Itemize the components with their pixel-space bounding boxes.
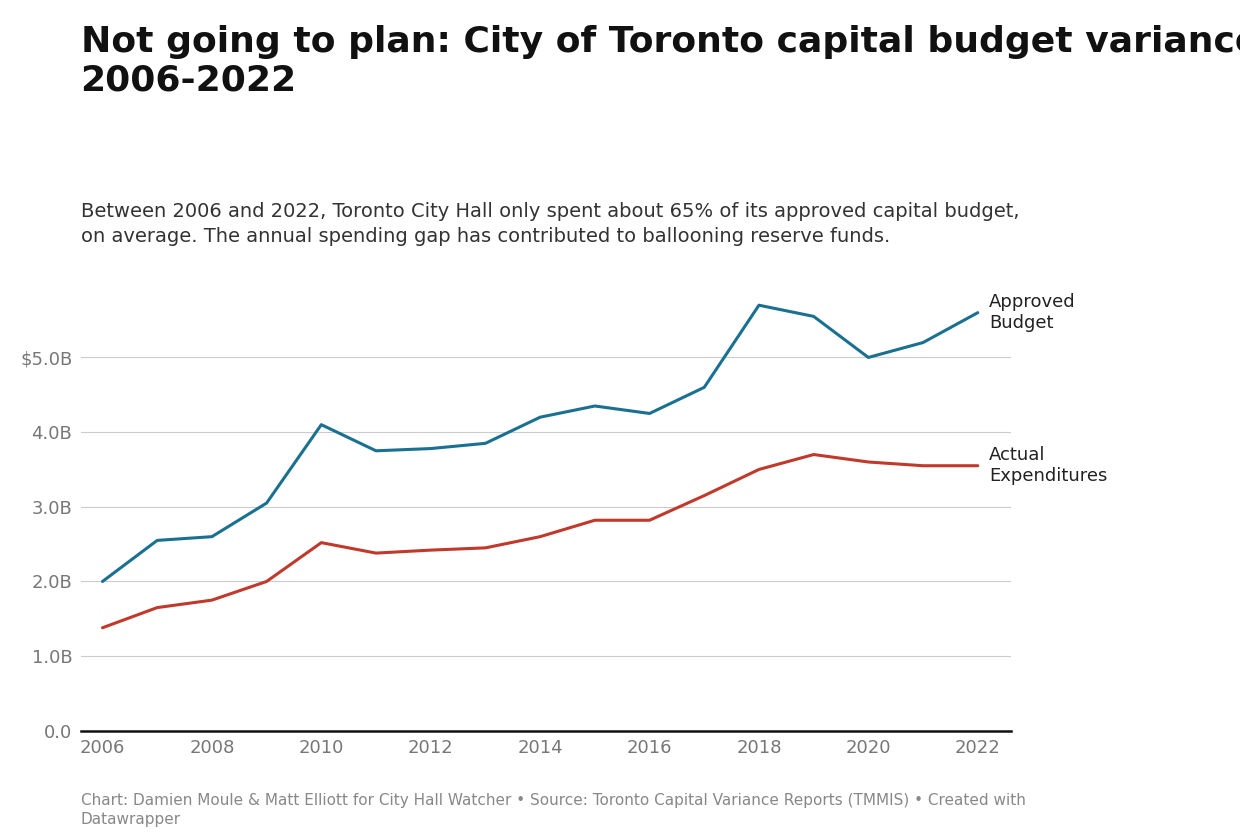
Text: Approved
Budget: Approved Budget xyxy=(988,293,1075,332)
Text: Not going to plan: City of Toronto capital budget variance,
2006-2022: Not going to plan: City of Toronto capit… xyxy=(81,25,1240,97)
Text: Chart: Damien Moule & Matt Elliott for City Hall Watcher • Source: Toronto Capit: Chart: Damien Moule & Matt Elliott for C… xyxy=(81,793,1025,827)
Text: Between 2006 and 2022, Toronto City Hall only spent about 65% of its approved ca: Between 2006 and 2022, Toronto City Hall… xyxy=(81,202,1019,246)
Text: Actual
Expenditures: Actual Expenditures xyxy=(988,446,1107,486)
